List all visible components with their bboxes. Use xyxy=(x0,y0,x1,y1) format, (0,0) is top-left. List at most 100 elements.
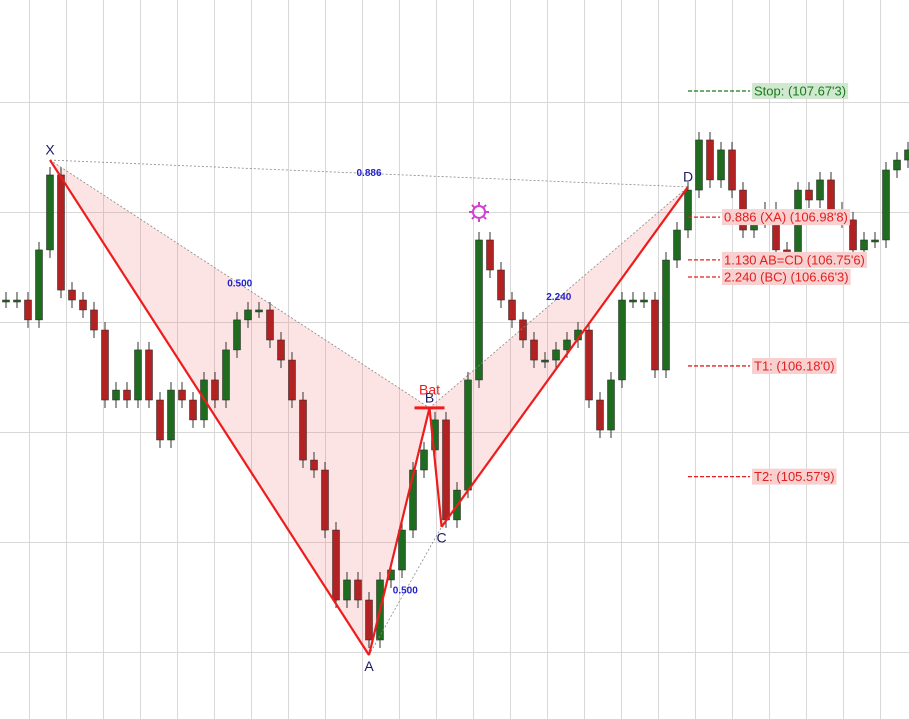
candle xyxy=(651,299,659,371)
candle xyxy=(332,529,340,601)
level-label: Stop: (107.67'3) xyxy=(754,83,846,98)
pattern-name: Bat xyxy=(419,382,440,398)
candle xyxy=(145,349,153,401)
pattern-leg xyxy=(49,159,370,656)
candle xyxy=(717,149,725,181)
candle xyxy=(321,469,329,531)
candle xyxy=(277,339,285,361)
candle xyxy=(508,299,516,321)
point-label: A xyxy=(364,658,374,674)
candle xyxy=(57,174,65,291)
candle xyxy=(706,139,714,181)
candle xyxy=(552,349,560,361)
candle xyxy=(486,239,494,271)
candle xyxy=(90,309,98,331)
level-label: 0.886 (XA) (106.98'8) xyxy=(724,210,848,225)
candle xyxy=(354,579,362,601)
candle xyxy=(398,529,406,571)
candle xyxy=(266,309,274,341)
level-label: T2: (105.57'9) xyxy=(754,469,835,484)
candle xyxy=(629,299,637,303)
ratio-label: 2.240 xyxy=(546,292,571,303)
candle xyxy=(662,259,670,371)
candle xyxy=(156,399,164,441)
candle xyxy=(596,399,604,431)
candle xyxy=(189,399,197,421)
marker-ray xyxy=(483,204,487,208)
candle xyxy=(673,229,681,261)
ratio-line xyxy=(49,159,689,188)
candle xyxy=(365,599,373,641)
candle xyxy=(299,399,307,461)
candle xyxy=(519,319,527,341)
candle xyxy=(123,389,131,401)
pattern-leg xyxy=(428,407,443,528)
candle xyxy=(816,179,824,201)
pattern-fill xyxy=(49,160,430,656)
level-label-bg xyxy=(722,251,867,268)
point-label: B xyxy=(425,390,434,406)
level-label-bg xyxy=(722,268,851,285)
candle xyxy=(695,139,703,191)
level-label: 2.240 (BC) (106.66'3) xyxy=(724,269,849,284)
candle xyxy=(805,189,813,201)
candle xyxy=(827,179,835,211)
level-label-bg xyxy=(752,357,837,374)
candle xyxy=(904,149,909,161)
candle xyxy=(442,419,450,521)
point-label: C xyxy=(437,530,447,546)
pattern-leg xyxy=(440,186,689,528)
ratio-line xyxy=(429,186,689,409)
candle xyxy=(211,379,219,401)
ratio-line xyxy=(49,159,430,409)
candle xyxy=(871,239,879,243)
candle xyxy=(563,339,571,351)
candle xyxy=(409,469,417,531)
candle xyxy=(244,309,252,321)
candle xyxy=(2,299,10,303)
candle xyxy=(24,299,32,321)
candle xyxy=(101,329,109,401)
candle xyxy=(222,349,230,401)
marker-ray xyxy=(471,204,475,208)
candle xyxy=(167,389,175,441)
candle xyxy=(530,339,538,361)
candle xyxy=(35,249,43,321)
candle xyxy=(178,389,186,401)
candle xyxy=(607,379,615,431)
candle xyxy=(618,299,626,381)
point-label: X xyxy=(45,142,55,158)
candle xyxy=(288,359,296,401)
candle xyxy=(134,349,142,401)
candle xyxy=(420,449,428,471)
level-label-bg xyxy=(722,209,850,226)
reversal-marker xyxy=(469,201,490,222)
point-label: D xyxy=(683,169,693,185)
candle xyxy=(464,379,472,491)
candle xyxy=(343,579,351,601)
level-label-bg xyxy=(752,82,849,99)
candle xyxy=(255,309,263,313)
marker-ray xyxy=(483,216,487,220)
ratio-label: 0.500 xyxy=(393,586,418,597)
candle xyxy=(684,189,692,231)
candle xyxy=(112,389,120,401)
marker-ray xyxy=(471,216,475,220)
candle xyxy=(68,289,76,301)
candle xyxy=(233,319,241,351)
ratio-line xyxy=(368,526,442,656)
ratio-label: 0.500 xyxy=(227,279,252,290)
ratio-label: 0.886 xyxy=(356,168,381,179)
candle xyxy=(46,174,54,251)
candle xyxy=(882,169,890,241)
candle xyxy=(310,459,318,471)
level-label-bg xyxy=(752,468,837,485)
candle xyxy=(640,299,648,303)
candle xyxy=(849,219,857,251)
level-label: 1.130 AB=CD (106.75'6) xyxy=(724,252,865,267)
level-label: T1: (106.18'0) xyxy=(754,358,835,373)
candle xyxy=(79,299,87,311)
candle xyxy=(541,359,549,363)
